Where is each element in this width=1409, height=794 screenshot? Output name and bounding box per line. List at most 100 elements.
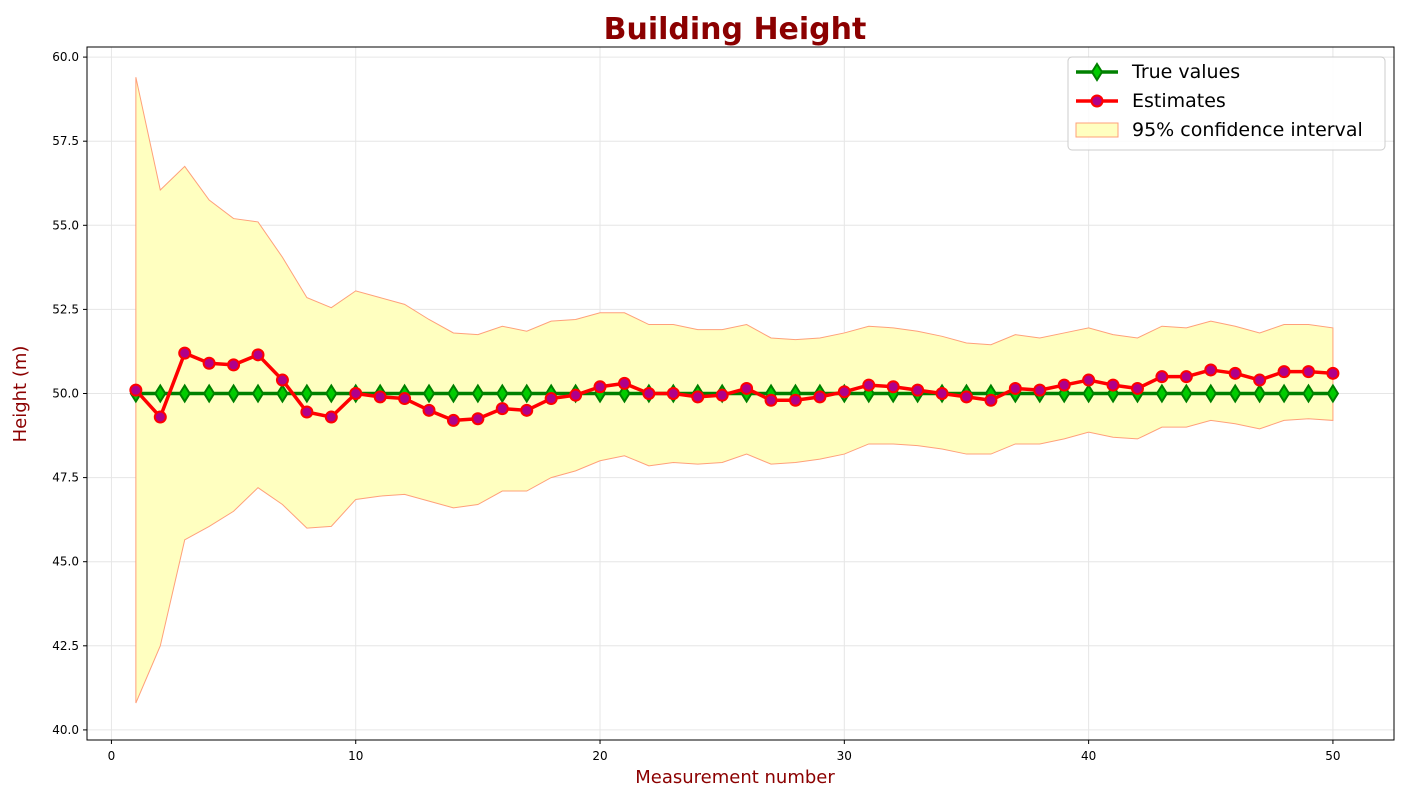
true-values-point <box>1302 383 1315 404</box>
estimates-point <box>1082 373 1096 387</box>
estimates-point <box>715 388 729 402</box>
estimates-point <box>373 390 387 404</box>
estimates-point <box>129 383 143 397</box>
estimates-point <box>593 380 607 394</box>
ticks: 0 10 20 30 40 50 40.0 42.5 45.0 47.5 50.0 52.5 55.0 5… <box>52 50 1340 763</box>
legend-box <box>1067 56 1386 151</box>
estimates-point <box>495 402 509 416</box>
y-tick-label: 45.0 <box>52 555 79 569</box>
y-tick-label: 47.5 <box>52 471 79 485</box>
estimates-point <box>1326 366 1340 380</box>
y-tick-label: 57.5 <box>52 134 79 148</box>
estimates-point <box>178 346 192 360</box>
legend-true-values-marker <box>1090 62 1104 82</box>
true-values-point <box>325 383 338 404</box>
estimates-point <box>471 412 485 426</box>
chart-title: Building Height <box>604 12 867 47</box>
estimates-point <box>1130 381 1144 395</box>
true-values-point <box>1155 383 1169 404</box>
legend-confidence-interval-swatch <box>1075 122 1119 138</box>
true-values-point <box>471 383 485 404</box>
estimates-point <box>1106 378 1120 392</box>
estimates-point <box>1008 381 1022 395</box>
estimates-point <box>349 387 363 400</box>
estimates-point <box>1155 370 1169 384</box>
true-values-point <box>1082 383 1095 404</box>
legend-confidence-interval-label: 95% confidence interval <box>1132 119 1363 141</box>
estimates-point <box>324 410 338 424</box>
true-values-point <box>202 383 216 404</box>
estimates-point <box>935 387 949 400</box>
true-values-point <box>1253 383 1266 404</box>
estimates-point <box>300 405 314 419</box>
x-axis-label: Measurement number <box>635 767 835 788</box>
x-tick-label: 20 <box>592 749 607 763</box>
estimates-point <box>691 390 705 404</box>
legend-estimates-marker <box>1090 94 1104 108</box>
estimates-series <box>129 346 1340 427</box>
y-tick-label: 55.0 <box>52 218 79 232</box>
estimates-point <box>911 383 925 397</box>
true-values-point <box>227 383 240 404</box>
x-tick-label: 0 <box>108 749 116 763</box>
true-values-point <box>520 383 533 404</box>
estimates-point <box>520 403 534 417</box>
estimates-point <box>813 390 827 404</box>
estimates-point <box>1179 370 1193 384</box>
true-values-point <box>447 383 460 404</box>
estimates-point <box>984 393 998 407</box>
estimates-point <box>1253 373 1267 387</box>
estimates-point <box>544 392 558 406</box>
estimates-point <box>1277 365 1291 379</box>
true-values-point <box>1204 383 1217 404</box>
estimates-point <box>764 393 778 407</box>
legend-true-values-label: True values <box>1131 61 1240 83</box>
estimates-point <box>202 356 216 370</box>
true-values-point <box>1229 383 1242 404</box>
true-values-point <box>1180 383 1193 404</box>
legend: True values Estimates 95% confidence inter… <box>1067 56 1386 151</box>
y-axis-label: Height (m) <box>10 346 31 443</box>
estimates-point <box>153 410 167 424</box>
estimates-point <box>1301 365 1315 379</box>
x-tick-label: 40 <box>1081 749 1096 763</box>
legend-estimates-label: Estimates <box>1132 90 1226 112</box>
estimates-point <box>1057 378 1071 392</box>
y-tick-label: 42.5 <box>52 639 79 653</box>
estimates-point <box>740 381 754 395</box>
estimates-point <box>837 385 851 399</box>
x-tick-label: 10 <box>348 749 363 763</box>
true-values-point <box>1326 383 1340 404</box>
y-tick-label: 40.0 <box>52 723 79 737</box>
estimates-point <box>569 388 583 402</box>
x-tick-label: 50 <box>1325 749 1340 763</box>
true-values-point <box>276 383 289 404</box>
x-tick-label: 30 <box>837 749 852 763</box>
true-values-point <box>496 383 509 404</box>
estimates-point <box>1033 383 1047 397</box>
true-values-point <box>251 383 265 404</box>
estimates-point <box>227 358 241 372</box>
true-values-point <box>154 383 167 404</box>
true-values-point <box>178 383 191 404</box>
estimates-point <box>862 378 876 392</box>
estimates-point <box>422 403 436 417</box>
estimates-point <box>617 376 631 390</box>
y-tick-label: 60.0 <box>52 50 79 64</box>
estimates-point <box>959 390 973 404</box>
true-values-point <box>618 383 631 404</box>
estimates-point <box>666 387 680 400</box>
series <box>129 346 1340 427</box>
estimates-point <box>642 387 656 400</box>
estimates-point <box>886 380 900 394</box>
true-values-point <box>300 383 314 404</box>
estimates-point <box>446 413 460 427</box>
true-values-point <box>1277 383 1291 404</box>
estimates-point <box>251 348 265 362</box>
estimates-point <box>1204 363 1218 377</box>
estimates-point <box>788 393 802 407</box>
y-tick-label: 50.0 <box>52 387 79 401</box>
estimates-point <box>275 373 289 387</box>
y-tick-label: 52.5 <box>52 302 79 316</box>
